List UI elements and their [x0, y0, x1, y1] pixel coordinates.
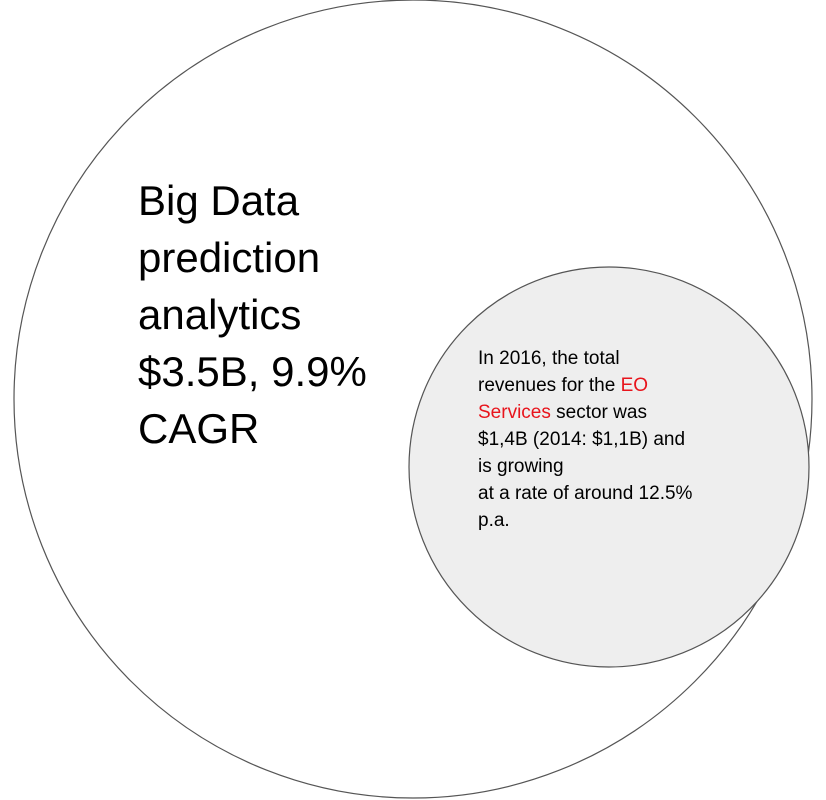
eo-text-line: p.a.	[478, 510, 510, 531]
eo-text-segment: revenues for the	[478, 375, 621, 396]
big-data-label-line: Big Data	[138, 177, 300, 224]
eo-text-segment: sector was	[550, 402, 647, 423]
eo-growth-line: at a rate of around 12.5%	[478, 483, 693, 504]
big-data-cagr-line: CAGR	[138, 405, 260, 452]
eo-highlight: EO	[620, 375, 649, 396]
services-highlight: Services	[478, 402, 551, 423]
eo-text-line: Services sector was	[478, 399, 778, 426]
eo-text-line: In 2016, the total	[478, 348, 620, 369]
eo-text-line: is growing	[478, 456, 564, 477]
big-data-market-label: Big Data prediction analytics $3.5B, 9.9…	[138, 172, 438, 457]
big-data-label-line: prediction	[138, 234, 321, 281]
eo-services-description: In 2016, the total revenues for the EO S…	[478, 345, 778, 534]
eo-services-market-circle	[408, 266, 810, 668]
eo-text-line: revenues for the EO	[478, 372, 778, 399]
big-data-value-line: $3.5B, 9.9%	[138, 348, 367, 395]
eo-revenue-line: $1,4B (2014: $1,1B) and	[478, 429, 686, 450]
big-data-label-line: analytics	[138, 291, 302, 338]
